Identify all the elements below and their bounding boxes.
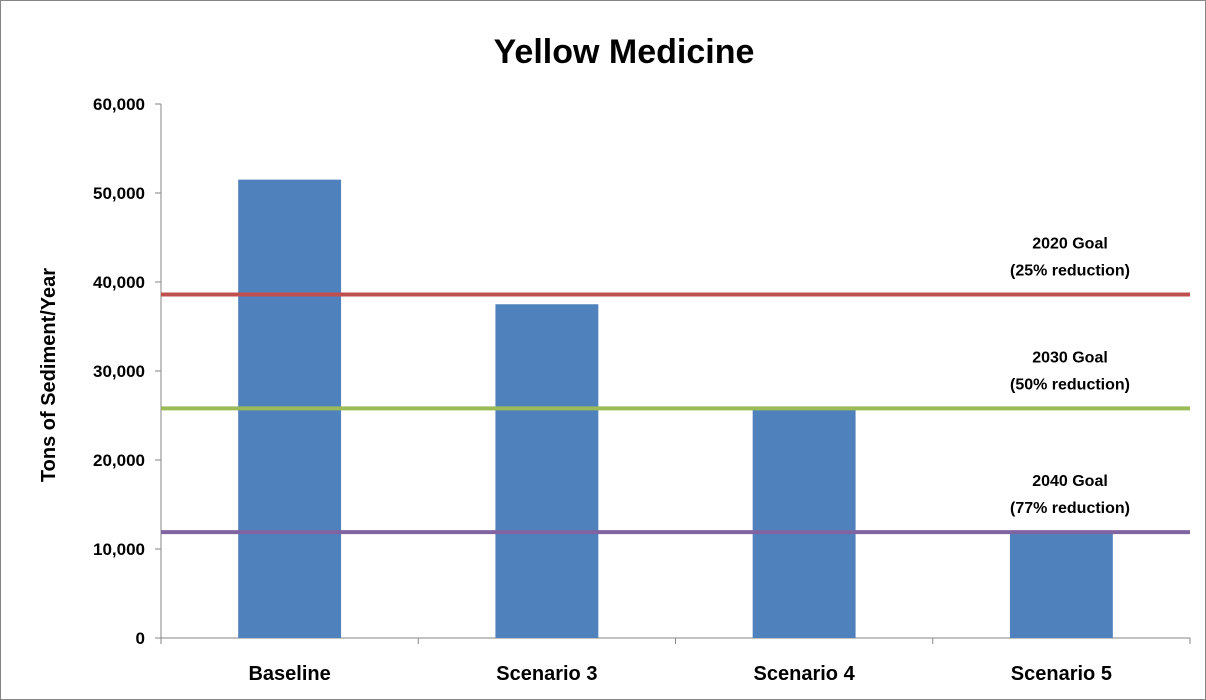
x-tick-label: Scenario 4	[754, 663, 856, 685]
goal-label-line1: 2040 Goal	[1032, 473, 1108, 490]
bar	[495, 304, 599, 638]
x-tick-label: Baseline	[248, 663, 330, 685]
y-tick-label: 10,000	[93, 540, 145, 559]
x-tick-labels: Baseline Scenario 3 Scenario 4 Scenario 5	[248, 663, 1111, 685]
y-tick-label: 60,000	[93, 95, 145, 114]
goal-label-line1: 2020 Goal	[1032, 235, 1108, 252]
y-tick-label: 20,000	[93, 451, 145, 470]
goal-lines: 2020 Goal (25% reduction) 2030 Goal (50% re…	[161, 235, 1190, 535]
goal-label-line2: (50% reduction)	[1010, 376, 1130, 393]
y-tick-label: 50,000	[93, 184, 145, 203]
y-tick-label: 40,000	[93, 273, 145, 292]
goal-label-line2: (77% reduction)	[1010, 500, 1130, 517]
goal-label-line1: 2030 Goal	[1032, 349, 1108, 366]
y-tick-labels: 0 10,000 20,000 30,000 40,000 50,000 60,000	[93, 95, 145, 648]
y-tick-label: 0	[136, 629, 145, 648]
bar	[752, 408, 856, 638]
goal-label-line2: (25% reduction)	[1010, 262, 1130, 279]
y-tick-label: 30,000	[93, 362, 145, 381]
x-tick-label: Scenario 3	[496, 663, 597, 685]
y-axis-label: Tons of Sediment/Year	[38, 268, 60, 482]
chart-title: Yellow Medicine	[494, 33, 755, 71]
bar	[1009, 532, 1113, 638]
bars	[238, 179, 1113, 638]
x-tick-label: Scenario 5	[1011, 663, 1112, 685]
